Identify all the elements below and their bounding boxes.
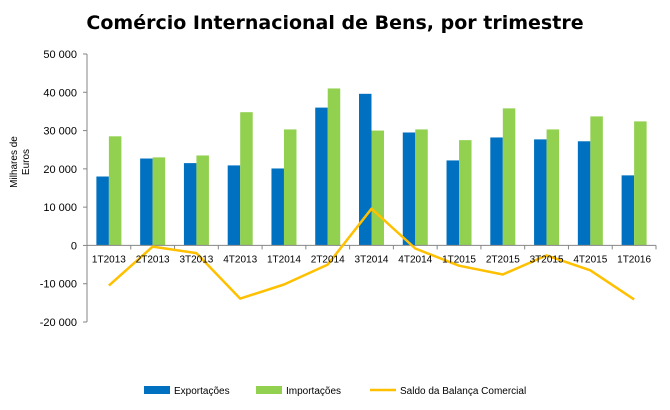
x-tick-label: 4T2015 [573, 254, 607, 265]
bar-exportacoes [96, 176, 109, 246]
y-axis-label: Milhares deEuros [9, 136, 32, 188]
bar-exportacoes [490, 137, 503, 246]
y-tick-label: 10 000 [43, 202, 77, 214]
x-tick-label: 2T2014 [311, 254, 345, 265]
bar-exportacoes [402, 132, 416, 246]
bar-importacoes [590, 116, 603, 246]
x-tick-label: 1T2015 [442, 254, 476, 265]
y-axis-label-line: Euros [21, 149, 32, 175]
y-tick-label: 20 000 [43, 164, 77, 176]
y-tick-label: 40 000 [43, 87, 77, 99]
bar-importacoes [546, 129, 560, 246]
x-tick-label: 1T2014 [267, 254, 301, 265]
bar-importacoes [371, 130, 384, 246]
bar-importacoes [283, 129, 297, 246]
bar-importacoes [459, 140, 472, 246]
bar-exportacoes [534, 139, 547, 246]
bar-importacoes [634, 121, 647, 246]
bar-exportacoes [446, 160, 460, 246]
bar-importacoes [415, 129, 428, 246]
bar-exportacoes [315, 107, 328, 246]
legend-label: Importações [286, 386, 341, 397]
bar-exportacoes [271, 168, 284, 246]
x-tick-label: 2T2013 [136, 254, 170, 265]
x-tick-label: 3T2015 [530, 254, 564, 265]
x-tick-label: 3T2014 [355, 254, 389, 265]
legend-swatch [256, 386, 282, 394]
bar-exportacoes [183, 163, 197, 246]
bar-exportacoes [227, 165, 241, 246]
line-saldo-balanca-comercial [108, 207, 635, 301]
y-tick-label: -10 000 [40, 279, 77, 291]
legend-swatch [144, 386, 170, 394]
bar-exportacoes [577, 141, 591, 246]
bar-exportacoes [621, 175, 635, 246]
x-tick-label: 4T2013 [223, 254, 257, 265]
y-tick-label: 50 000 [43, 49, 77, 61]
bar-importacoes [240, 112, 253, 246]
y-tick-label: 0 [71, 240, 77, 252]
legend-label: Saldo da Balança Comercial [400, 386, 526, 397]
y-axis-label-line: Milhares de [9, 136, 20, 188]
y-tick-label: 30 000 [43, 126, 77, 138]
x-tick-label: 2T2015 [486, 254, 520, 265]
bar-importacoes [152, 157, 166, 246]
y-tick-label: -20 000 [40, 317, 77, 329]
x-tick-label: 4T2014 [398, 254, 432, 265]
bar-importacoes [108, 136, 122, 246]
bar-exportacoes [140, 158, 153, 246]
bar-exportacoes [359, 93, 372, 246]
x-tick-label: 1T2016 [617, 254, 651, 265]
bar-importacoes [502, 108, 516, 246]
bar-importacoes [196, 155, 209, 246]
x-tick-label: 1T2013 [92, 254, 126, 265]
legend-label: Exportações [174, 386, 230, 397]
chart-title: Comércio Internacional de Bens, por trim… [86, 12, 584, 34]
x-tick-label: 3T2013 [179, 254, 213, 265]
bar-importacoes [327, 88, 341, 246]
